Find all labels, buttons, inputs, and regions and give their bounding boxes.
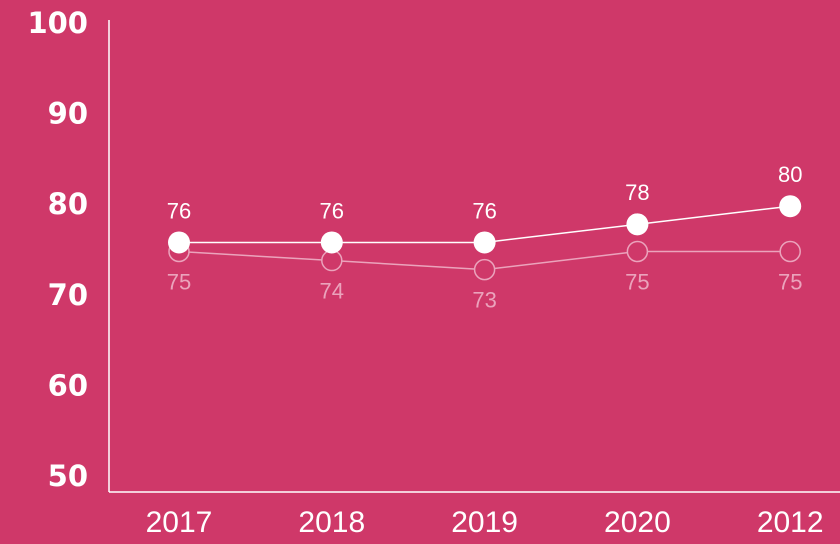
data-label: 76 xyxy=(472,198,496,223)
y-tick-label: 70 xyxy=(48,278,88,312)
data-label: 78 xyxy=(625,180,649,205)
data-label: 75 xyxy=(778,269,802,294)
y-tick-label: 50 xyxy=(48,459,88,493)
data-label: 73 xyxy=(472,287,496,312)
point xyxy=(473,231,496,254)
data-label: 75 xyxy=(625,269,649,294)
y-tick-label: 100 xyxy=(27,6,88,40)
y-tick-label: 90 xyxy=(48,97,88,131)
point xyxy=(779,240,801,263)
point xyxy=(473,258,496,281)
x-tick-label: 2020 xyxy=(604,506,671,539)
y-tick-label: 80 xyxy=(48,187,88,221)
x-tick-label: 2019 xyxy=(451,506,518,539)
data-label: 75 xyxy=(167,269,191,294)
point xyxy=(626,213,649,236)
data-label: 74 xyxy=(320,278,344,303)
point xyxy=(626,240,649,263)
y-tick-label: 60 xyxy=(48,368,88,402)
point xyxy=(321,249,343,272)
x-tick-label: 2018 xyxy=(298,506,365,539)
data-label: 76 xyxy=(167,198,191,223)
x-tick-label: 2017 xyxy=(146,506,213,539)
point xyxy=(779,195,802,218)
data-label: 76 xyxy=(320,198,344,223)
point xyxy=(168,231,190,254)
data-label: 80 xyxy=(778,162,802,187)
point xyxy=(320,231,343,254)
x-tick-label: 2012 xyxy=(757,506,824,539)
